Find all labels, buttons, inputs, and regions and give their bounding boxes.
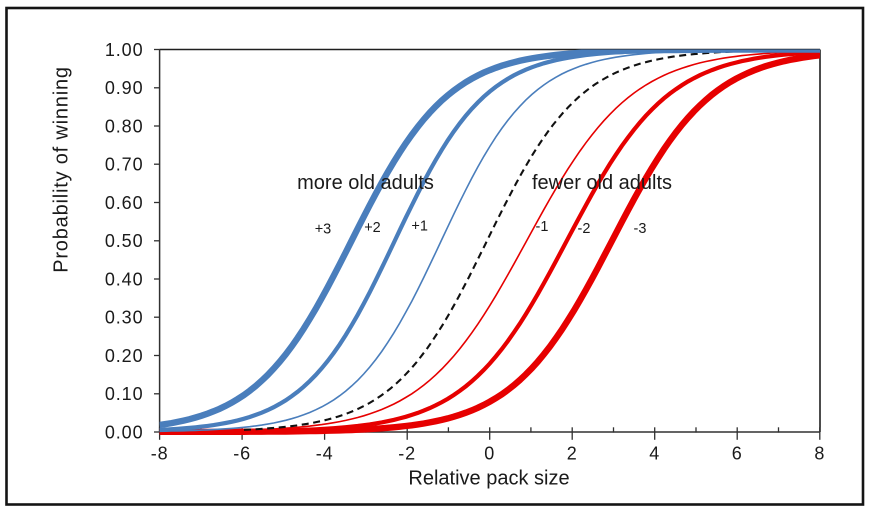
svg-text:-8: -8 — [151, 444, 169, 464]
svg-text:-3: -3 — [634, 221, 647, 237]
svg-text:-2: -2 — [398, 444, 416, 464]
svg-text:Relative pack size: Relative pack size — [408, 468, 569, 490]
svg-text:fewer old adults: fewer old adults — [532, 172, 672, 194]
svg-text:1.00: 1.00 — [105, 40, 144, 60]
svg-text:8: 8 — [814, 444, 825, 464]
svg-text:4: 4 — [649, 444, 660, 464]
svg-text:Probability of winning: Probability of winning — [51, 66, 73, 273]
svg-text:0.90: 0.90 — [105, 78, 144, 98]
svg-text:-2: -2 — [578, 221, 591, 237]
svg-text:0.20: 0.20 — [105, 346, 144, 366]
svg-text:-6: -6 — [233, 444, 251, 464]
svg-text:0.00: 0.00 — [105, 422, 144, 442]
svg-text:+1: +1 — [411, 219, 428, 235]
svg-text:+2: +2 — [364, 220, 381, 236]
svg-text:-4: -4 — [316, 444, 334, 464]
svg-text:0.60: 0.60 — [105, 193, 144, 213]
svg-text:6: 6 — [732, 444, 743, 464]
svg-text:0.10: 0.10 — [105, 384, 144, 404]
svg-text:more old adults: more old adults — [297, 172, 434, 194]
svg-text:-1: -1 — [536, 219, 549, 235]
svg-text:0: 0 — [484, 444, 495, 464]
svg-text:0.80: 0.80 — [105, 116, 144, 136]
svg-text:0.70: 0.70 — [105, 155, 144, 175]
svg-text:0.50: 0.50 — [105, 231, 144, 251]
svg-text:2: 2 — [567, 444, 578, 464]
svg-text:+3: +3 — [315, 222, 332, 238]
svg-text:0.30: 0.30 — [105, 308, 144, 328]
svg-text:0.40: 0.40 — [105, 269, 144, 289]
